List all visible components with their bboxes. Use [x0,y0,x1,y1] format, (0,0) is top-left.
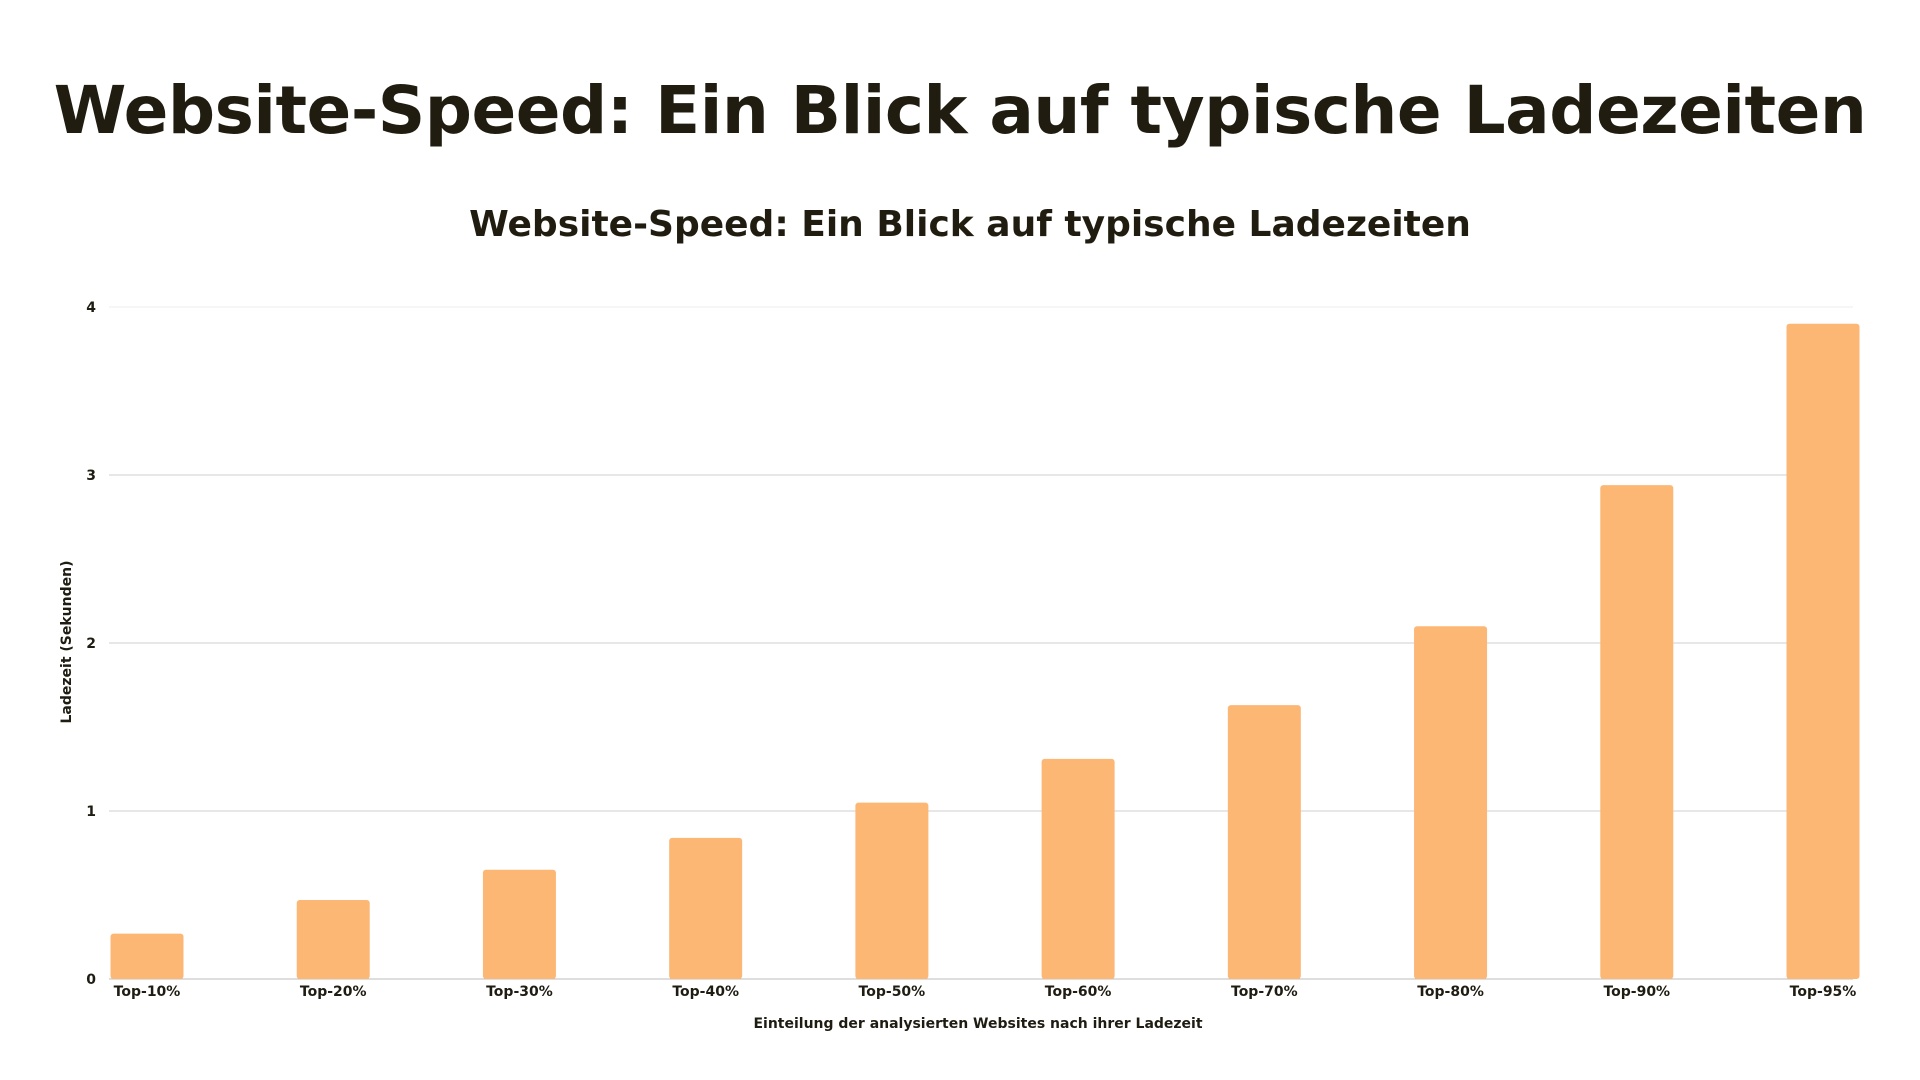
bar-top-95pct [1786,323,1860,979]
x-tick-label: Top-90% [1603,984,1670,1000]
x-tick-label: Top-10% [114,984,181,1000]
bar-top-90pct [1600,485,1674,979]
y-axis-ticks: 0 1 2 3 4 [86,300,96,988]
bar-top-60pct [1041,758,1115,979]
bar-top-50pct [855,802,929,979]
y-axis-label: Ladezeit (Sekunden) [59,561,75,724]
bar-top-20pct [296,900,370,979]
x-axis-ticks: Top-10% Top-20% Top-30% Top-40% Top-50% Top-6… [114,984,1857,1000]
y-tick-label: 4 [86,300,96,316]
bars [110,323,1860,979]
bar-top-80pct [1414,626,1488,979]
x-tick-label: Top-80% [1417,984,1484,1000]
x-tick-label: Top-60% [1045,984,1112,1000]
bar-chart: Website-Speed: Ein Blick auf typische La… [0,190,1920,1050]
bar-top-30pct [482,869,556,979]
y-tick-label: 3 [86,468,96,484]
y-tick-label: 0 [86,972,96,988]
x-tick-label: Top-50% [859,984,926,1000]
page-title: Website-Speed: Ein Blick auf typische La… [53,72,1867,149]
bar-top-10pct [110,933,184,979]
bar-chart-svg: Website-Speed: Ein Blick auf typische La… [59,204,1860,1032]
x-axis-label: Einteilung der analysierten Websites nac… [753,1016,1202,1032]
x-tick-label: Top-70% [1231,984,1298,1000]
bar-top-70pct [1227,705,1301,979]
y-tick-label: 2 [86,636,96,652]
gridlines [109,306,1853,980]
x-tick-label: Top-40% [672,984,739,1000]
y-tick-label: 1 [86,804,96,820]
x-tick-label: Top-30% [486,984,553,1000]
x-tick-label: Top-20% [300,984,367,1000]
x-tick-label: Top-95% [1790,984,1857,1000]
chart-title: Website-Speed: Ein Blick auf typische La… [469,204,1471,245]
bar-top-40pct [669,837,743,979]
